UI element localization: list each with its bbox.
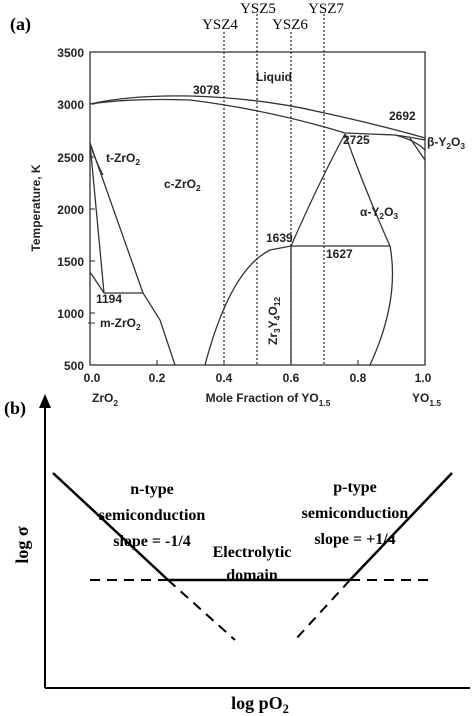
y-tick-label: 3000 bbox=[57, 98, 84, 112]
text: 3 bbox=[460, 141, 465, 151]
y-tick-label: 1000 bbox=[57, 307, 84, 321]
text: 2 bbox=[136, 322, 141, 332]
annotation: 1639 bbox=[266, 231, 293, 245]
x-axis-title: Mole Fraction of YO1.5 bbox=[206, 391, 331, 408]
y-tick-labels: 3500 3000 2500 2000 1500 1000 500 bbox=[57, 46, 84, 373]
text: m-ZrO bbox=[100, 316, 136, 330]
annotation: Zr3Y4O12 bbox=[266, 297, 282, 345]
extrapolation-lines bbox=[90, 579, 432, 641]
text: Y bbox=[266, 320, 280, 328]
panel-label: (b) bbox=[4, 398, 26, 419]
phase-boundaries bbox=[89, 95, 426, 366]
y-tick-label: 1500 bbox=[57, 255, 84, 269]
text: 2 bbox=[135, 157, 140, 167]
text: 12 bbox=[272, 297, 282, 307]
text: ZrO bbox=[92, 391, 113, 405]
annotations: 3078 Liquid 2692 2725 β-Y2O3 t-ZrO2 c-Zr… bbox=[96, 70, 465, 345]
text: 3 bbox=[272, 328, 282, 333]
text: Mole Fraction of YO bbox=[206, 391, 319, 405]
x-axis-title: log pO2 bbox=[231, 693, 289, 716]
annotation: 1194 bbox=[96, 292, 122, 306]
text: Zr bbox=[266, 333, 280, 345]
text: α-Y bbox=[360, 205, 379, 219]
text: 1.5 bbox=[319, 398, 331, 408]
y-tick-label: 3500 bbox=[57, 46, 84, 60]
y-tick-label: 2000 bbox=[57, 203, 84, 217]
axis-arrow bbox=[39, 394, 51, 408]
panel-label: (a) bbox=[10, 14, 31, 35]
label: n-type bbox=[130, 481, 174, 498]
text: 3 bbox=[393, 211, 398, 221]
label: semiconduction bbox=[302, 505, 409, 522]
text: O bbox=[384, 205, 393, 219]
x-tick-label: 0.6 bbox=[283, 371, 300, 385]
text: 2 bbox=[113, 398, 118, 408]
ysz-label: YSZ6 bbox=[272, 17, 308, 33]
ysz-label: YSZ4 bbox=[202, 17, 238, 33]
text: YO bbox=[412, 391, 429, 405]
label: semiconduction bbox=[99, 507, 206, 524]
annotation: 2692 bbox=[389, 109, 416, 123]
x-tick-label: 1.0 bbox=[415, 371, 432, 385]
x-tick-label: 0.0 bbox=[84, 371, 101, 385]
annotation: Liquid bbox=[256, 70, 292, 84]
x-right-label: YO1.5 bbox=[412, 391, 441, 408]
ysz-label: YSZ5 bbox=[240, 1, 276, 17]
text: β-Y bbox=[427, 135, 446, 149]
y-axis-title: Temperature, K bbox=[29, 164, 43, 251]
y-tick-label: 500 bbox=[64, 359, 84, 373]
text: 1.5 bbox=[429, 398, 441, 408]
x-tick-label: 0.2 bbox=[149, 371, 166, 385]
text: 2 bbox=[379, 211, 384, 221]
label: domain bbox=[226, 567, 278, 584]
label: p-type bbox=[333, 479, 377, 496]
x-tick-label: 0.4 bbox=[216, 371, 233, 385]
x-tick-labels: 0.0 0.2 0.4 0.6 0.8 1.0 bbox=[84, 371, 432, 385]
text: c-ZrO bbox=[164, 177, 196, 191]
panel-b-labels: n-type semiconduction slope = -1/4 p-typ… bbox=[99, 479, 409, 584]
annotation: α-Y2O3 bbox=[360, 205, 398, 221]
annotation: t-ZrO2 bbox=[106, 151, 140, 167]
annotation: β-Y2O3 bbox=[427, 135, 465, 151]
ysz-labels: YSZ4 YSZ5 YSZ6 YSZ7 bbox=[202, 1, 344, 33]
x-tick-label: 0.8 bbox=[350, 371, 367, 385]
label: slope = -1/4 bbox=[113, 533, 191, 550]
label: Electrolytic bbox=[213, 544, 292, 561]
text: 2 bbox=[196, 183, 201, 193]
y-axis-title: log σ bbox=[12, 526, 32, 564]
text: 2 bbox=[446, 141, 451, 151]
text: O bbox=[266, 306, 280, 315]
text: t-ZrO bbox=[106, 151, 135, 165]
ysz-label: YSZ7 bbox=[308, 1, 344, 17]
label: slope = +1/4 bbox=[314, 531, 395, 548]
annotation: c-ZrO2 bbox=[164, 177, 201, 193]
x-left-label: ZrO2 bbox=[92, 391, 118, 408]
text: 2 bbox=[283, 702, 289, 716]
annotation: m-ZrO2 bbox=[100, 316, 141, 332]
y-tick-label: 2500 bbox=[57, 151, 84, 165]
annotation: 3078 bbox=[193, 83, 220, 97]
text: 4 bbox=[272, 315, 282, 320]
axes bbox=[44, 402, 470, 689]
text: O bbox=[451, 135, 460, 149]
annotation: 2725 bbox=[343, 133, 370, 147]
annotation: 1627 bbox=[326, 247, 353, 261]
text: log pO bbox=[231, 693, 283, 713]
conductivity-lines bbox=[52, 472, 453, 582]
